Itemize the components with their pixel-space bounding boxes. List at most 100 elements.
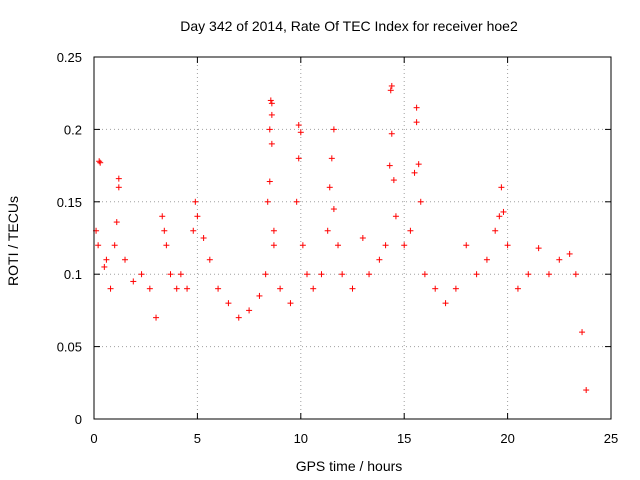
data-point	[122, 256, 129, 263]
data-point	[442, 300, 449, 307]
x-tick-label: 25	[604, 431, 618, 446]
y-tick-label: 0	[75, 412, 82, 427]
data-points	[93, 82, 590, 394]
data-point	[277, 285, 284, 292]
data-point	[173, 285, 180, 292]
data-point	[535, 245, 542, 252]
data-point	[107, 285, 114, 292]
data-point	[200, 235, 207, 241]
plot-frame	[93, 56, 612, 420]
data-point	[492, 227, 499, 234]
data-point	[194, 213, 201, 220]
data-point	[95, 242, 102, 249]
data-point	[268, 140, 275, 147]
data-point	[421, 271, 428, 278]
data-point	[287, 300, 294, 307]
y-tick-label: 0.25	[57, 50, 82, 65]
data-point	[556, 256, 563, 263]
x-tick-label: 15	[397, 431, 411, 446]
data-point	[525, 271, 532, 278]
data-point	[415, 161, 422, 168]
data-point	[401, 242, 408, 249]
x-tick-label: 5	[194, 431, 201, 446]
data-point	[386, 162, 393, 169]
data-point	[366, 271, 373, 278]
x-tick-label: 10	[294, 431, 308, 446]
data-point	[349, 285, 356, 292]
data-point	[310, 285, 317, 292]
data-point	[138, 271, 145, 278]
data-point	[473, 271, 480, 278]
data-point	[235, 314, 242, 321]
data-point	[161, 227, 168, 234]
data-point	[583, 387, 590, 394]
data-point	[382, 242, 389, 249]
data-point	[297, 129, 304, 136]
data-point	[115, 175, 122, 182]
data-point	[504, 242, 511, 249]
data-point	[167, 271, 174, 278]
y-tick-label: 0.15	[57, 195, 82, 210]
data-point	[483, 256, 490, 263]
data-point	[392, 213, 399, 220]
data-point	[177, 271, 184, 278]
data-point	[417, 198, 424, 205]
data-point	[111, 242, 118, 249]
data-point	[115, 184, 122, 191]
data-point	[295, 122, 302, 129]
data-point	[387, 87, 394, 94]
data-point	[328, 155, 335, 162]
data-point	[432, 285, 439, 292]
data-point	[376, 256, 383, 263]
data-point	[579, 329, 586, 336]
data-point	[146, 285, 153, 292]
data-point	[335, 242, 342, 249]
data-point	[268, 100, 275, 107]
data-point	[496, 213, 503, 220]
data-point	[330, 206, 337, 213]
axis-ticks: 0 5 10 15 20 25 0 0.05 0.1 0.15 0.2 0.25	[57, 50, 619, 446]
data-point	[267, 97, 274, 104]
data-point	[326, 184, 333, 191]
x-tick-label: 0	[90, 431, 97, 446]
data-point	[452, 285, 459, 292]
data-point	[299, 242, 306, 249]
data-point	[572, 271, 579, 278]
data-point	[184, 285, 191, 292]
data-point	[293, 198, 300, 205]
data-point	[190, 227, 197, 234]
data-point	[153, 314, 160, 321]
y-axis-title: ROTI / TECUs	[5, 196, 21, 286]
data-point	[390, 177, 397, 184]
data-point	[97, 159, 104, 166]
data-point	[498, 184, 505, 191]
y-tick-label: 0.2	[64, 122, 82, 137]
data-point	[163, 242, 170, 249]
data-point	[225, 300, 232, 307]
data-point	[270, 242, 277, 249]
data-point	[295, 155, 302, 162]
data-point	[388, 130, 395, 137]
data-point	[101, 263, 108, 270]
data-point	[270, 227, 277, 234]
data-point	[318, 271, 325, 278]
data-point	[407, 227, 414, 234]
data-point	[566, 250, 573, 257]
data-point	[159, 213, 166, 220]
data-point	[359, 235, 366, 241]
data-point	[206, 256, 213, 263]
data-point	[113, 219, 120, 226]
x-tick-label: 20	[500, 431, 514, 446]
data-point	[514, 285, 521, 292]
data-point	[463, 242, 470, 249]
data-point	[96, 158, 103, 165]
data-point	[330, 126, 337, 133]
data-point	[215, 285, 222, 292]
data-point	[262, 271, 269, 278]
data-point	[500, 208, 507, 215]
data-point	[246, 307, 253, 314]
grid-lines	[94, 57, 611, 419]
data-point	[264, 198, 271, 205]
